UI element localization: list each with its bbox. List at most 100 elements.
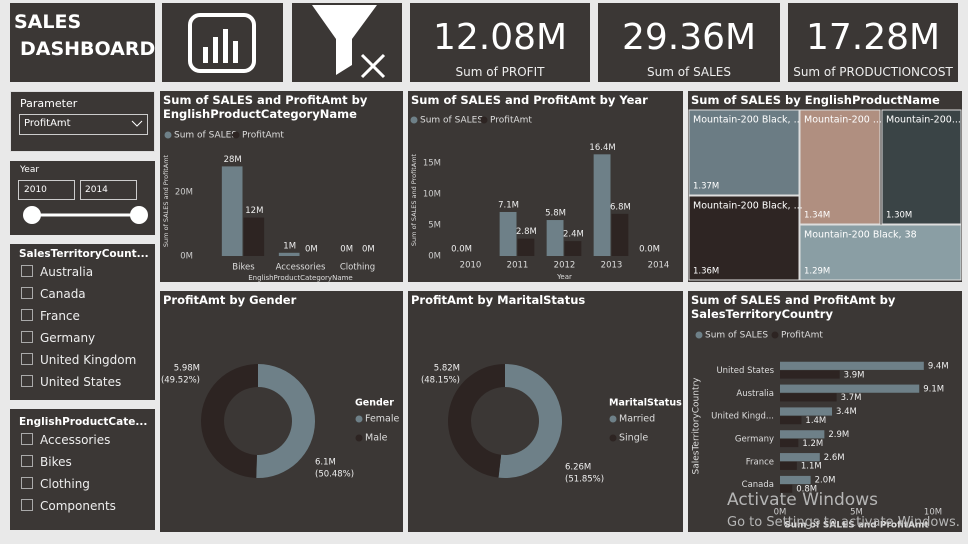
bar	[611, 213, 629, 256]
checkbox[interactable]	[21, 455, 33, 467]
checkbox[interactable]	[21, 309, 33, 321]
bar	[780, 438, 799, 448]
kpi-card: 12.08M Sum of PROFIT	[410, 3, 590, 82]
tile-label: Mountain-200 Black, ...	[693, 201, 803, 212]
slicer-item[interactable]: United States	[21, 375, 121, 389]
chart-title: ProfitAmt by Gender	[163, 293, 297, 307]
legend-swatch	[410, 116, 418, 124]
bar	[564, 241, 582, 256]
bar	[780, 416, 802, 425]
x-tick-label: 2010	[460, 261, 482, 271]
data-label: 1.4M	[805, 416, 826, 426]
legend-swatch	[609, 415, 617, 423]
category-slicer[interactable]: EnglishProductCate... Accessories Bikes Cl…	[10, 409, 155, 530]
data-label: 2.0M	[815, 476, 836, 486]
legend-label: Married	[619, 414, 655, 425]
chart: 6.26M (51.85%) 5.82M (48.15%) MaritalStatus M…	[421, 364, 682, 485]
checkbox[interactable]	[21, 287, 33, 299]
bar	[499, 211, 517, 256]
slicer-item[interactable]: France	[21, 309, 80, 323]
watermark: Activate Windows	[727, 490, 878, 510]
year-to[interactable]: 2014	[80, 180, 137, 200]
treemap-tile	[881, 109, 962, 225]
data-label: 6.26M	[565, 463, 591, 473]
data-label: 5.8M	[545, 209, 566, 219]
item-label: United Kingdom	[40, 353, 137, 367]
card-value: 12.08M	[432, 17, 568, 58]
slicer-item[interactable]: Clothing	[21, 477, 90, 491]
checkbox[interactable]	[21, 499, 33, 511]
tile-label: Mountain-200 Black, 38	[804, 230, 917, 241]
checkbox[interactable]	[21, 433, 33, 445]
data-label: 6.8M	[610, 202, 631, 212]
slicer-item[interactable]: Components	[21, 499, 116, 513]
legend-title: Gender	[355, 398, 394, 409]
bar	[546, 220, 564, 256]
treemap-tile	[799, 109, 881, 225]
data-label: 2.8M	[516, 227, 537, 237]
range-slider[interactable]	[10, 203, 155, 229]
legend-swatch	[480, 116, 488, 124]
report-icon	[188, 13, 256, 73]
treemap-tile	[688, 109, 800, 196]
checkbox[interactable]	[21, 331, 33, 343]
checkbox[interactable]	[21, 265, 33, 277]
x-tick-label: 10M	[924, 508, 942, 518]
data-label: 3.7M	[841, 393, 862, 403]
y-axis-title: Sum of SALES and ProfitAmt	[410, 153, 418, 246]
x-tick-label: 2012	[554, 261, 576, 271]
data-label: 0.8M	[796, 484, 817, 494]
item-label: United States	[40, 375, 122, 389]
x-axis-title: EnglishProductCategoryName	[248, 274, 352, 282]
chart-panel: ProfitAmt by Gender 6.1M (50.48%) 5.98M (49.…	[160, 291, 403, 532]
slicer-item[interactable]: United Kingdom	[21, 353, 136, 367]
clear-filter-icon[interactable]	[292, 3, 402, 82]
legend-title: MaritalStatus	[609, 398, 682, 409]
year-slicer[interactable]: Year 2010 2014	[10, 161, 155, 235]
chart-panel: Sum of SALES and ProfitAmt by EnglishPro…	[160, 91, 403, 282]
data-label: 28M	[224, 155, 242, 165]
card-value: 17.28M	[805, 17, 941, 58]
data-label: 1.2M	[802, 439, 823, 449]
checkbox[interactable]	[21, 353, 33, 365]
watermark: Go to Settings to activate Windows.	[727, 515, 960, 530]
legend-label: Sum of SALES	[174, 131, 237, 141]
treemap-tile	[688, 195, 800, 281]
item-label: France	[40, 309, 80, 323]
y-tick-label: 5M	[428, 221, 441, 231]
y-tick-label: 0M	[180, 252, 193, 262]
chart-panel: Sum of SALES and ProfitAmt by SalesTerri…	[688, 291, 962, 532]
slicer-item[interactable]: Germany	[21, 331, 95, 345]
kpi-card: 17.28M Sum of PRODUCTIONCOST	[788, 3, 958, 82]
slicer-title: Year	[20, 165, 40, 175]
slicer-item[interactable]: Canada	[21, 287, 86, 301]
donut-slice	[256, 364, 316, 478]
clear-filter-panel[interactable]	[292, 3, 402, 82]
year-from[interactable]: 2010	[18, 180, 75, 200]
data-label: 0M	[305, 245, 318, 255]
legend-swatch	[355, 434, 363, 442]
bar	[221, 166, 243, 256]
country-slicer[interactable]: SalesTerritoryCount... Australia Canada Fr…	[10, 244, 155, 400]
data-label: 5.82M	[434, 364, 460, 374]
data-label: 0.0M	[639, 245, 660, 255]
parameter-slicer[interactable]: Parameter ProfitAmt	[10, 91, 155, 152]
data-label-percent: (49.52%)	[161, 376, 200, 386]
data-label: 9.1M	[923, 384, 944, 394]
data-label: 0M	[362, 245, 375, 255]
dropdown[interactable]: ProfitAmt	[19, 114, 148, 135]
checkbox[interactable]	[21, 477, 33, 489]
bar	[593, 154, 611, 256]
slicer-item[interactable]: Bikes	[21, 455, 72, 469]
data-label: 16.4M	[589, 143, 615, 153]
legend-swatch	[355, 415, 363, 423]
data-label: 3.4M	[836, 407, 857, 417]
slicer-item[interactable]: Australia	[21, 265, 93, 279]
slicer-item[interactable]: Accessories	[21, 433, 110, 447]
x-tick-label: 5M	[850, 508, 863, 518]
legend-label: Female	[365, 414, 400, 425]
item-label: Accessories	[40, 433, 111, 447]
tile-value: 1.29M	[804, 267, 830, 277]
checkbox[interactable]	[21, 375, 33, 387]
